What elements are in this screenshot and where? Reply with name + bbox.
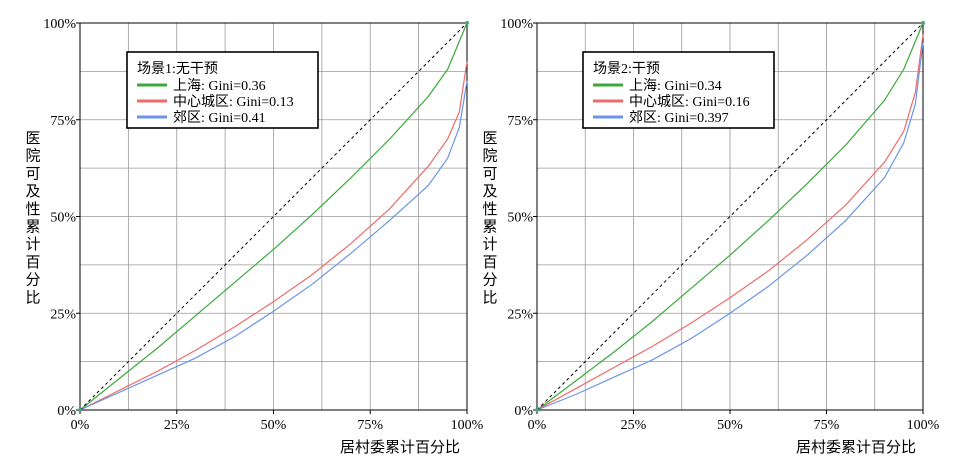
x-tick-label: 50%	[717, 418, 743, 433]
y-tick-label: 75%	[50, 114, 76, 129]
equality-line	[79, 22, 468, 411]
y-tick-label: 0%	[514, 404, 533, 419]
x-axis-label: 居村委累计百分比	[796, 439, 916, 456]
legend-entry: 郊区: Gini=0.397	[629, 109, 729, 126]
x-tick-label: 50%	[261, 418, 287, 433]
series-line-3	[79, 81, 468, 411]
series-line-3	[536, 42, 924, 411]
y-axis-label: 医院可及性累计百分比	[482, 131, 497, 306]
legend-box	[582, 51, 775, 129]
series-line-2	[536, 34, 924, 411]
x-tick-label: 75%	[357, 418, 383, 433]
x-tick-label: 0%	[528, 418, 547, 433]
x-tick-label: 25%	[621, 418, 647, 433]
y-tick-label: 100%	[43, 17, 76, 32]
y-axis-label: 医院可及性累计百分比	[25, 131, 40, 306]
chart-panel-1: 0% 25% 50% 75% 100% 0% 25% 50% 75% 100% 居村委累计百分比 医院…	[25, 17, 483, 456]
legend-entry: 上海: Gini=0.36	[173, 78, 266, 94]
y-tick-label: 100%	[500, 17, 533, 32]
end-point	[921, 21, 925, 25]
legend-entry: 中心城区: Gini=0.16	[629, 94, 750, 110]
legend-title: 场景1:无干预	[137, 61, 218, 77]
series-line-2	[79, 61, 468, 411]
legend-entry: 上海: Gini=0.34	[629, 78, 722, 94]
x-tick-label: 100%	[907, 418, 940, 433]
series-line-1	[79, 22, 468, 411]
y-tick-label: 0%	[57, 404, 76, 419]
legend-title: 场景2:干预	[593, 61, 660, 77]
equality-line	[536, 22, 924, 411]
y-tick-label: 25%	[507, 307, 533, 322]
y-tick-label: 50%	[507, 211, 533, 226]
legend-box	[126, 51, 319, 129]
x-tick-label: 0%	[71, 418, 90, 433]
y-tick-label: 50%	[50, 211, 76, 226]
x-tick-label: 25%	[164, 418, 190, 433]
y-tick-label: 75%	[507, 114, 533, 129]
x-tick-label: 75%	[814, 418, 840, 433]
origin-point	[78, 408, 82, 412]
end-point	[465, 21, 469, 25]
series-line-1	[536, 22, 924, 411]
x-tick-label: 100%	[451, 418, 484, 433]
x-axis-label: 居村委累计百分比	[340, 439, 460, 456]
chart-panel-2: 0% 25% 50% 75% 100% 0% 25% 50% 75% 100% 居村委累计百分比 医院…	[482, 17, 939, 456]
origin-point	[535, 408, 539, 412]
y-tick-label: 25%	[50, 307, 76, 322]
legend-entry: 中心城区: Gini=0.13	[173, 94, 294, 110]
legend-entry: 郊区: Gini=0.41	[173, 109, 266, 126]
